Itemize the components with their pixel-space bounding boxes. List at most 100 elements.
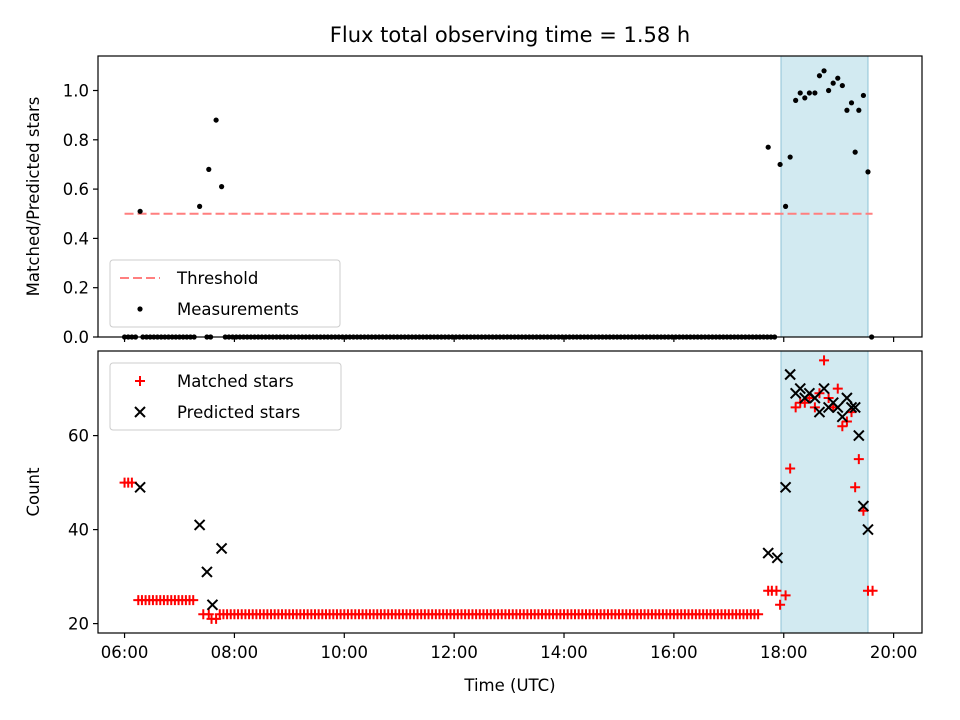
measurements-point xyxy=(137,208,143,214)
matched-stars-point xyxy=(188,595,199,606)
legend-swatch xyxy=(137,306,143,312)
y-tick-label: 0.4 xyxy=(63,229,89,248)
count-panel: 20 40 60 06:00 08:00 10:00 12:00 14:00 16:00 18:0… xyxy=(24,350,923,695)
measurements-point xyxy=(839,82,845,89)
measurements-point xyxy=(844,107,850,113)
x-axis-label: Time (UTC) xyxy=(463,676,555,695)
measurements-point xyxy=(852,149,858,155)
y-tick-label: 60 xyxy=(68,427,89,446)
matched-stars-point xyxy=(771,585,782,596)
x-tick-label: 18:00 xyxy=(760,643,808,662)
matched-stars-point xyxy=(867,585,878,596)
legend-box xyxy=(109,259,341,328)
measurements-point xyxy=(793,97,799,103)
legend: Matched stars Predicted stars xyxy=(109,362,342,431)
measurements-point xyxy=(835,75,841,81)
matched-stars-point xyxy=(222,609,233,620)
x-tick-label: 08:00 xyxy=(211,643,259,662)
measurements-point xyxy=(830,80,836,86)
measurements-point xyxy=(777,161,783,168)
matched-stars-point xyxy=(853,454,864,465)
matched-stars-point xyxy=(837,421,848,432)
predicted-stars-point xyxy=(818,382,830,395)
matched-stars-point xyxy=(850,482,861,493)
predicted-stars-point xyxy=(784,368,796,381)
legend-swatch xyxy=(135,376,145,386)
y-tick-label: 0.0 xyxy=(63,328,89,347)
matched-stars-point xyxy=(790,402,801,413)
y-tick-label: 40 xyxy=(68,521,89,540)
matched-stars-point xyxy=(775,599,786,610)
y-tick-label: 0.2 xyxy=(63,279,89,298)
predicted-stars-point xyxy=(201,566,213,578)
measurements-point xyxy=(806,90,812,96)
axes-frame xyxy=(97,55,923,338)
measurements-point xyxy=(787,154,793,160)
x-tick-label: 06:00 xyxy=(101,643,149,662)
predicted-stars-point xyxy=(762,547,774,559)
x-tick-label: 10:00 xyxy=(321,643,369,662)
figure-title: Flux total observing time = 1.58 h xyxy=(330,23,690,47)
y-tick-label: 0.6 xyxy=(63,180,89,199)
predicted-stars-point xyxy=(853,429,865,442)
legend-swatch xyxy=(134,406,146,418)
predicted-stars-point xyxy=(862,523,874,536)
ratio-panel: 0.0 0.2 0.4 0.6 0.8 1.0 Matched/Predicted star… xyxy=(24,55,923,347)
legend-label: Threshold xyxy=(176,269,258,288)
measurements-point xyxy=(213,117,219,123)
legend-label: Matched stars xyxy=(177,372,294,391)
data-points xyxy=(119,355,878,624)
measurements-point xyxy=(860,92,867,99)
legend: Threshold Measurements xyxy=(109,259,341,328)
measurements-point xyxy=(826,87,832,94)
measurements-point xyxy=(821,68,827,74)
y-tick-label: 0.8 xyxy=(63,131,89,150)
y-axis-label: Count xyxy=(24,467,43,517)
measurements-point xyxy=(765,144,771,150)
legend-box xyxy=(109,362,342,431)
predicted-stars-point xyxy=(771,552,784,564)
predicted-stars-point xyxy=(779,481,792,494)
predicted-stars-point xyxy=(809,392,821,404)
x-tick-label: 14:00 xyxy=(540,643,588,662)
predicted-stars-point xyxy=(841,392,853,404)
measurements-point xyxy=(797,90,803,96)
x-tick-label: 12:00 xyxy=(430,643,478,662)
predicted-stars-point xyxy=(832,401,844,414)
predicted-stars-point xyxy=(857,500,870,512)
predicted-stars-point xyxy=(845,401,858,414)
predicted-stars-point xyxy=(215,542,228,555)
predicted-stars-point xyxy=(849,401,861,414)
measurements-point xyxy=(206,166,212,172)
matched-stars-point xyxy=(832,383,843,394)
matched-stars-point xyxy=(819,355,830,366)
measurements-point xyxy=(197,203,203,209)
measurements-point xyxy=(848,100,855,106)
y-tick-label: 1.0 xyxy=(63,82,89,101)
measurements-point xyxy=(865,169,871,175)
matched-stars-point xyxy=(785,463,796,474)
y-tick-label: 20 xyxy=(68,615,89,634)
axes-frame xyxy=(97,350,923,634)
predicted-stars-point xyxy=(813,406,826,418)
measurements-point xyxy=(812,90,818,96)
predicted-stars-point xyxy=(794,382,806,395)
y-axis-label: Matched/Predicted stars xyxy=(24,97,43,297)
matched-stars-point xyxy=(780,590,791,601)
observing-span xyxy=(780,55,869,338)
predicted-stars-point xyxy=(206,599,219,611)
legend-label: Predicted stars xyxy=(177,403,300,422)
legend-label: Measurements xyxy=(177,300,299,319)
measurements-point xyxy=(802,95,808,101)
x-tick-label: 20:00 xyxy=(870,643,918,662)
predicted-stars-point xyxy=(836,411,849,423)
predicted-stars-point xyxy=(134,481,146,494)
measurements-point xyxy=(856,107,862,113)
x-tick-label: 16:00 xyxy=(650,643,698,662)
measurements-point xyxy=(782,203,789,209)
measurements-point xyxy=(816,73,823,79)
measurements-point xyxy=(219,184,225,190)
matched-stars-point xyxy=(753,609,764,620)
predicted-stars-point xyxy=(193,519,206,531)
